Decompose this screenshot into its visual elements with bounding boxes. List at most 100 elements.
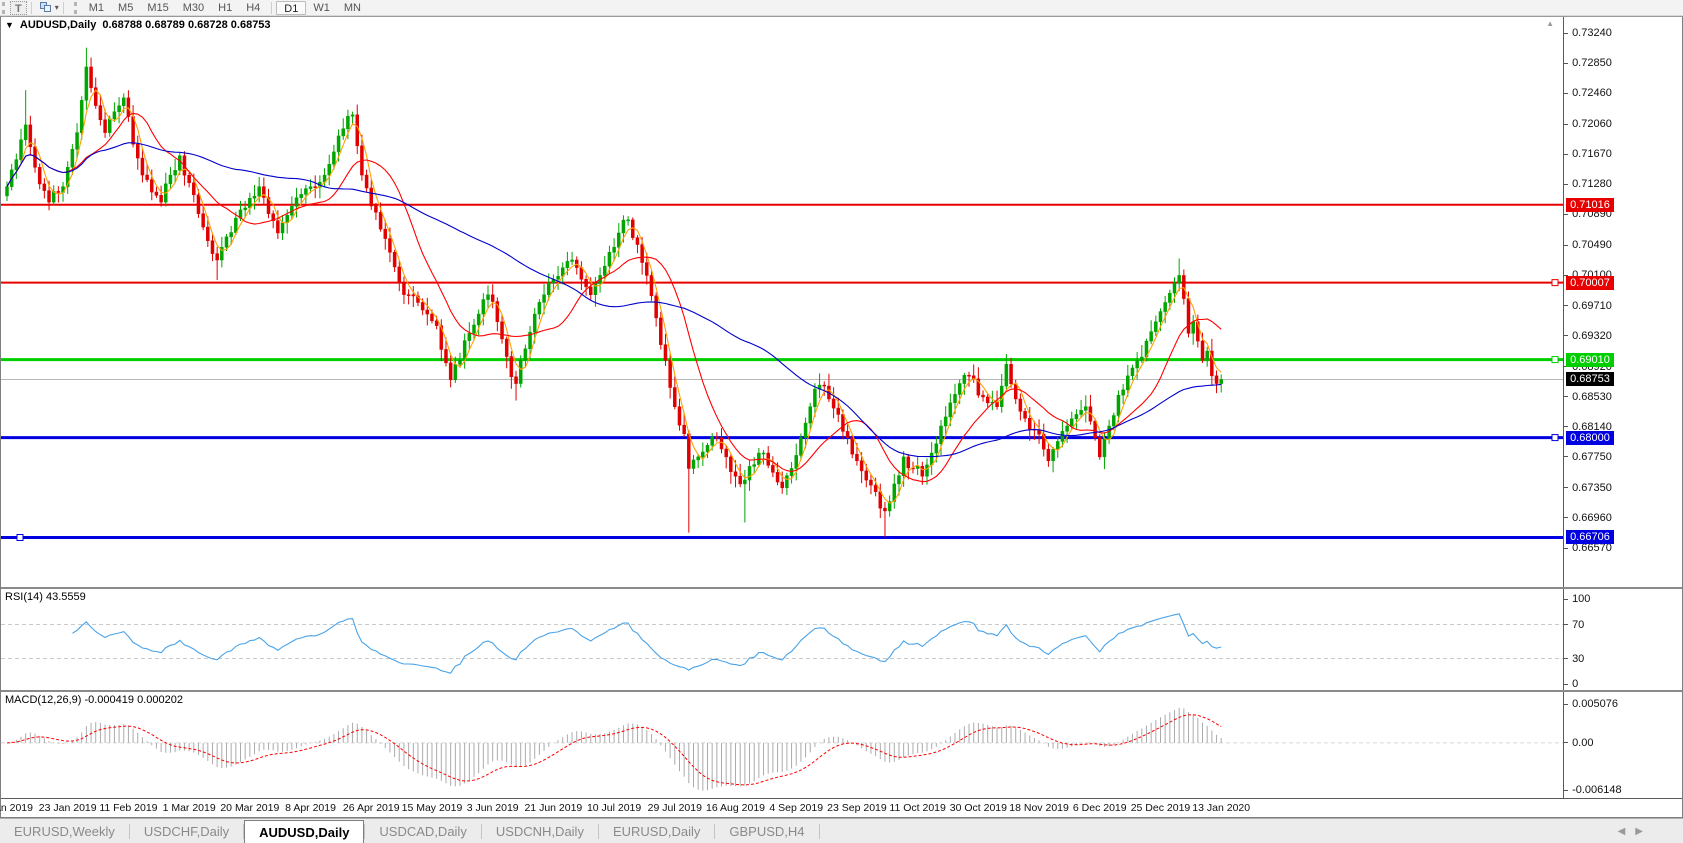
- candlestick-chart[interactable]: ▼ AUDUSD,Daily 0.68788 0.68789 0.68728 0…: [1, 17, 1564, 587]
- timeframe-button-m1[interactable]: M1: [88, 1, 105, 14]
- timeframe-button-m5[interactable]: M5: [118, 1, 134, 14]
- candle-body: [584, 279, 588, 288]
- line-handle[interactable]: [1551, 434, 1559, 442]
- chart-cascade-dropdown[interactable]: ▾: [36, 2, 59, 13]
- candle-body: [789, 468, 794, 476]
- candle-body: [1126, 375, 1130, 391]
- candle-body: [663, 344, 668, 361]
- text-tool-button[interactable]: T: [10, 0, 27, 15]
- candle-body: [257, 186, 261, 197]
- candle-body: [392, 252, 397, 268]
- axis-tick: [1564, 32, 1569, 34]
- candle-body: [192, 182, 196, 196]
- axis-tick: [1564, 426, 1569, 428]
- chart-tab-eurusd-daily[interactable]: EURUSD,Daily: [612, 824, 701, 839]
- timeframe-button-h4[interactable]: H4: [246, 1, 261, 14]
- toolbar-grip[interactable]: [73, 1, 79, 14]
- main-price-pane: ▼ AUDUSD,Daily 0.68788 0.68789 0.68728 0…: [1, 17, 1682, 587]
- candle-body: [131, 116, 135, 145]
- candle-body: [346, 115, 350, 129]
- chart-tab-usdcad-daily[interactable]: USDCAD,Daily: [379, 824, 467, 839]
- rsi-chart[interactable]: RSI(14) 43.5559: [1, 589, 1564, 690]
- price-tag: 0.69010: [1566, 352, 1614, 367]
- candle-body: [472, 324, 476, 334]
- timeframe-button-h1[interactable]: H1: [218, 1, 233, 14]
- candle-body: [448, 362, 453, 380]
- collapse-caret-icon[interactable]: ▼: [5, 20, 14, 30]
- timeframe-button-m30[interactable]: M30: [182, 1, 205, 14]
- candle-body: [710, 436, 714, 446]
- candle-body: [453, 364, 458, 380]
- candle-body: [397, 266, 402, 284]
- candle-body: [107, 118, 112, 133]
- candle-body: [771, 465, 775, 473]
- candle-body: [332, 151, 336, 165]
- candle-body: [785, 475, 789, 489]
- candle-body: [1070, 418, 1074, 427]
- candle-body: [276, 220, 280, 234]
- candle-body: [1214, 375, 1219, 384]
- candle-body: [775, 472, 780, 483]
- chart-tab-usdchf-daily[interactable]: USDCHF,Daily: [143, 824, 230, 839]
- rsi-axis[interactable]: 100 70 30 0: [1563, 589, 1682, 690]
- candle-body: [280, 222, 285, 234]
- macd-axis[interactable]: 0.005076 0.00 -0.006148: [1563, 692, 1682, 798]
- tab-separator: [818, 824, 820, 839]
- candle-body: [635, 237, 640, 245]
- candle-body: [733, 471, 738, 477]
- candle-body: [1168, 292, 1172, 303]
- timeframe-button-w1[interactable]: W1: [313, 1, 330, 14]
- candle-body: [803, 422, 808, 438]
- candle-body: [70, 148, 75, 168]
- macd-tick-label: 0.00: [1572, 736, 1594, 749]
- price-tick-label: 0.68140: [1572, 420, 1612, 433]
- candle-body: [915, 466, 920, 469]
- pane-separator[interactable]: [1, 587, 1682, 589]
- line-handle[interactable]: [1551, 356, 1559, 364]
- candle-body: [210, 240, 215, 254]
- candle-body: [89, 66, 93, 88]
- price-tick-label: 0.67350: [1572, 481, 1612, 494]
- candle-body: [1186, 298, 1191, 334]
- toolbar-grip[interactable]: [2, 1, 7, 14]
- candle-body: [266, 197, 271, 214]
- chart-tab-gbpusd-h4[interactable]: GBPUSD,H4: [729, 824, 805, 839]
- date-tick-label: 18 Nov 2019: [1009, 802, 1069, 814]
- candle-body: [145, 174, 149, 180]
- timeframe-button-mn[interactable]: MN: [343, 1, 361, 14]
- top-toolbar: T ▾ M1 M5 M15 M30 H1 H4 D1 W1 MN: [0, 0, 1683, 16]
- candle-body: [1084, 406, 1088, 411]
- line-handle[interactable]: [16, 533, 24, 541]
- candle-body: [486, 294, 490, 300]
- timeframe-button-d1[interactable]: D1: [276, 0, 307, 15]
- candle-body: [168, 174, 173, 185]
- chart-tab-eurusd-weekly[interactable]: EURUSD,Weekly: [14, 824, 115, 839]
- candle-body: [794, 455, 798, 469]
- price-tick-label: 0.71280: [1572, 178, 1612, 191]
- chart-tab-usdcnh-daily[interactable]: USDCNH,Daily: [495, 824, 584, 839]
- price-axis[interactable]: 0.73240 0.72850 0.72460 0.72060 0.71670 0.712…: [1563, 17, 1682, 587]
- chart-title-row: ▼ AUDUSD,Daily 0.68788 0.68789 0.68728 0…: [5, 19, 271, 31]
- line-handle[interactable]: [1551, 279, 1559, 287]
- candle-body: [780, 481, 784, 489]
- candle-body: [220, 247, 224, 261]
- candle-body: [1074, 414, 1079, 420]
- chart-tab-audusd-daily[interactable]: AUDUSD,Daily: [244, 820, 365, 843]
- candle-body: [187, 174, 191, 184]
- date-tick-label: 11 Feb 2019: [99, 802, 158, 814]
- candle-body: [93, 87, 98, 106]
- tab-scroll-left-icon[interactable]: ◀: [1617, 826, 1626, 837]
- tab-scroll-right-icon[interactable]: ▶: [1635, 826, 1643, 837]
- toolbar-separator: [62, 1, 64, 14]
- candle-body: [206, 226, 210, 241]
- macd-chart[interactable]: MACD(12,26,9) -0.000419 0.000202: [1, 692, 1564, 798]
- candle-body: [943, 416, 948, 427]
- candle-body: [425, 309, 430, 315]
- candle-body: [1056, 441, 1060, 450]
- timeframe-button-m15[interactable]: M15: [147, 1, 169, 14]
- pane-separator[interactable]: [1, 690, 1682, 692]
- price-tick-label: 0.67750: [1572, 450, 1612, 463]
- chart-scroll-up-icon[interactable]: ▲: [1546, 19, 1554, 28]
- axis-tick: [1564, 456, 1569, 458]
